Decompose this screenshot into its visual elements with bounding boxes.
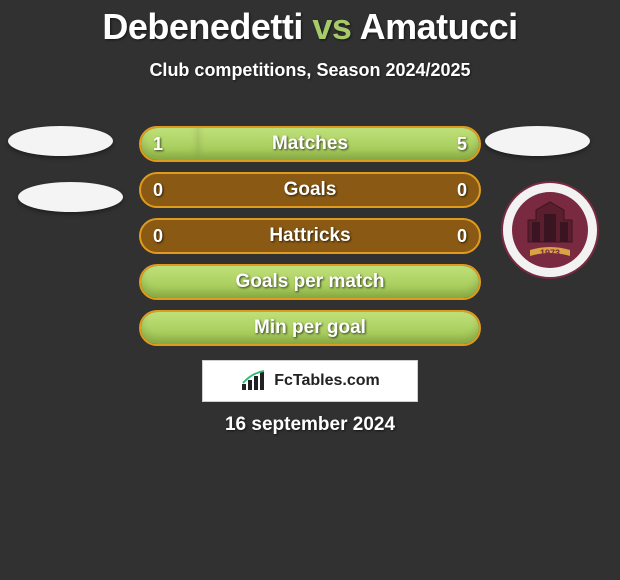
stat-fill (141, 266, 479, 298)
stat-value-left: 0 (145, 174, 181, 206)
bars-icon (240, 370, 268, 392)
stat-value-right: 0 (439, 174, 475, 206)
stat-value-left: 1 (145, 128, 181, 160)
club-badge-left-2 (18, 182, 123, 212)
subtitle: Club competitions, Season 2024/2025 (0, 60, 620, 81)
stat-row-matches: 15Matches (139, 126, 481, 162)
stat-row-goals: 0 0Goals (139, 172, 481, 208)
stat-value-right: 0 (439, 220, 475, 252)
club-badge-left-1 (8, 126, 113, 156)
club-crest-icon: 1973 (500, 180, 600, 280)
player1-name: Debenedetti (102, 6, 303, 47)
stat-rows: 15Matches00Goals00HattricksGoals per mat… (139, 126, 481, 356)
stat-row-hattricks: 0 0Hattricks (139, 218, 481, 254)
stat-label: Hattricks (141, 220, 479, 252)
stat-fill-right (198, 128, 479, 160)
footer-brand-box[interactable]: FcTables.com (202, 360, 418, 402)
stat-row-goals-per-match: Goals per match (139, 264, 481, 300)
stat-fill (141, 312, 479, 344)
crest-year: 1973 (540, 248, 560, 258)
club-badge-right-1 (485, 126, 590, 156)
comparison-title: Debenedetti vs Amatucci (0, 6, 620, 48)
date-text: 16 september 2024 (0, 414, 620, 436)
stat-value-left: 0 (145, 220, 181, 252)
stat-value-right: 5 (439, 128, 475, 160)
vs-text: vs (312, 6, 351, 47)
stat-label: Goals (141, 174, 479, 206)
stat-row-min-per-goal: Min per goal (139, 310, 481, 346)
player2-name: Amatucci (360, 6, 518, 47)
footer-brand-text: FcTables.com (274, 372, 380, 390)
